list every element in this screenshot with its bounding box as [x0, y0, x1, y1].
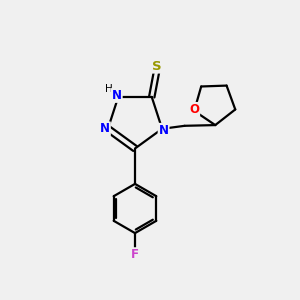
- Text: S: S: [152, 59, 162, 73]
- Text: N: N: [100, 122, 110, 135]
- Text: O: O: [189, 103, 199, 116]
- Text: N: N: [159, 124, 169, 137]
- Text: N: N: [112, 89, 122, 102]
- Text: F: F: [131, 248, 139, 261]
- Text: H: H: [105, 83, 112, 94]
